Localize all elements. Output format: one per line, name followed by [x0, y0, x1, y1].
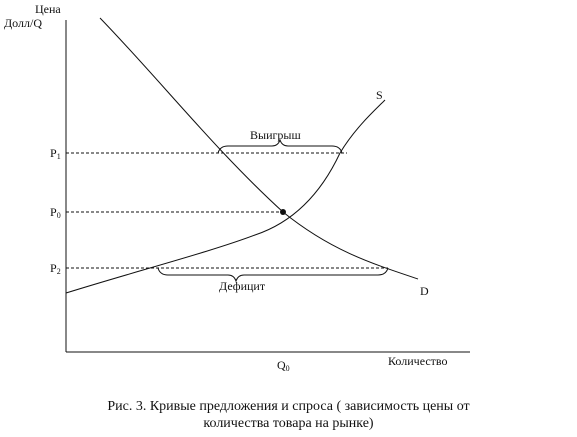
caption-line-1: Рис. 3. Кривые предложения и спроса ( за… [107, 399, 470, 414]
supply-curve-label: S [376, 88, 383, 102]
surplus-brace [217, 138, 343, 154]
y-axis-label-line1: Цена [35, 2, 61, 16]
p1-label: P1 [50, 146, 61, 161]
surplus-label: Выигрыш [250, 128, 301, 142]
p0-label: P0 [50, 205, 61, 220]
figure-caption: Рис. 3. Кривые предложения и спроса ( за… [0, 398, 577, 432]
supply-curve [65, 99, 386, 294]
equilibrium-point [280, 209, 286, 215]
demand-curve-label: D [420, 284, 429, 298]
q0-label: Q0 [277, 358, 290, 373]
x-axis-label: Количество [388, 354, 447, 368]
y-axis-label-line2: Долл/Q [4, 16, 42, 30]
deficit-label: Дефицит [219, 279, 266, 293]
p2-label: P2 [50, 261, 61, 276]
demand-curve [99, 17, 419, 280]
caption-line-2: количества товара на рынке) [203, 416, 374, 431]
deficit-brace [157, 267, 389, 283]
